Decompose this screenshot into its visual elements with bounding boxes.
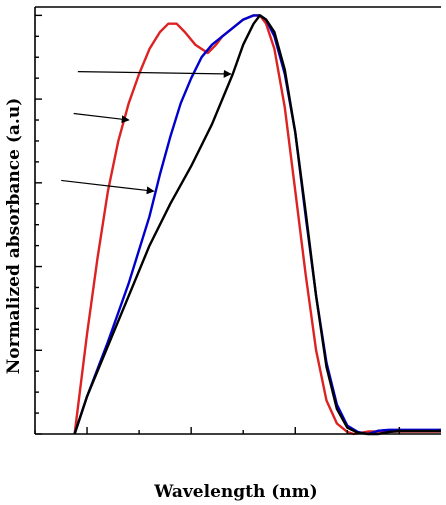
series-arrow-zno-c [61, 179, 155, 195]
series-line-zno-a [73, 14, 441, 436]
series-line-zno-c [73, 14, 441, 436]
labels-layer [61, 69, 232, 195]
series-arrow-zno-b [73, 112, 130, 124]
x-axis-title: Wavelength (nm) [153, 482, 317, 502]
series-line-zno-b [73, 14, 441, 436]
series-arrow-zno-a [77, 69, 232, 78]
series-layer [73, 14, 441, 436]
y-axis-title: Normalized absorbance (a.u) [4, 98, 24, 375]
axes-layer [34, 6, 441, 435]
